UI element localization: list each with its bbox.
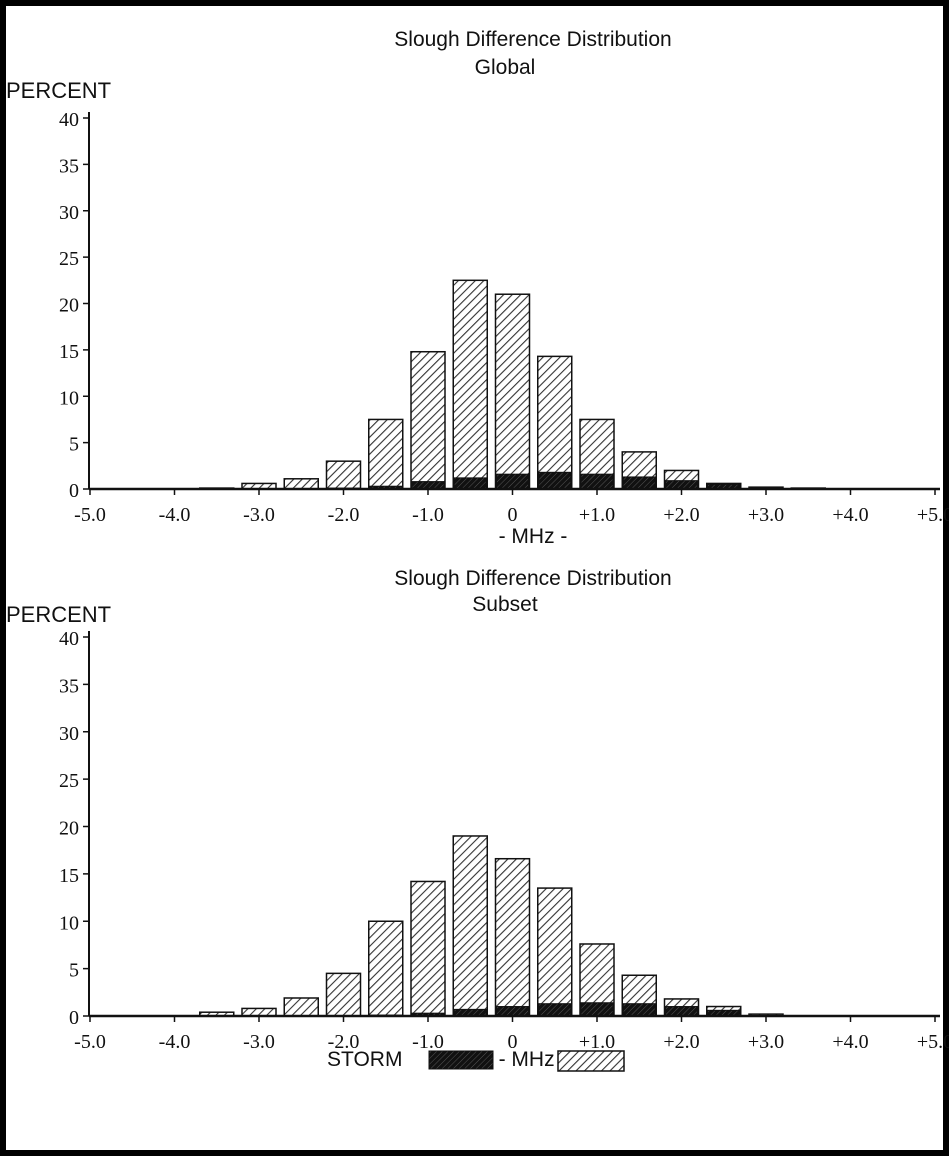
bar (494, 857, 531, 1017)
chart-subtitle: Global (475, 56, 536, 79)
bar (325, 972, 362, 1017)
x-tick-label: -4.0 (159, 504, 191, 526)
x-axis-label: - MHz - (499, 525, 568, 548)
bar-storm (580, 473, 614, 490)
y-tick-label: 40 (59, 109, 79, 131)
bar (368, 920, 404, 1017)
x-tick-label: 0 (508, 1031, 518, 1053)
bar (410, 880, 446, 1017)
chart-subtitle: Subset (472, 593, 538, 616)
chart-2: Slough Difference Distribution Subset PERC… (6, 567, 949, 1071)
y-tick-label: 20 (59, 818, 79, 840)
x-tick-label: -2.0 (328, 1031, 360, 1053)
x-tick-label: +5.0 (917, 504, 949, 526)
x-tick-label: -5.0 (74, 1031, 106, 1053)
y-tick-label: 15 (59, 341, 79, 363)
y-tick-label: 35 (59, 155, 79, 177)
y-tick-label: 10 (59, 387, 79, 409)
chart-title: Slough Difference Distribution (394, 28, 671, 51)
y-tick-label: 40 (59, 628, 79, 650)
x-tick-label: +5.0 (917, 1031, 949, 1053)
bar-storm (622, 476, 656, 490)
x-tick-label: -4.0 (159, 1031, 191, 1053)
x-tick-label: -3.0 (243, 504, 275, 526)
bar-storm (496, 473, 529, 490)
x-tick-label: +1.0 (579, 504, 615, 526)
y-tick-label: 30 (59, 202, 79, 224)
chart-title: Slough Difference Distribution (394, 567, 671, 590)
y-tick-label: 25 (59, 248, 79, 270)
bar-storm (580, 1002, 614, 1017)
legend-swatch-storm (428, 1050, 494, 1070)
y-tick-label: 30 (59, 723, 79, 745)
bar (537, 887, 573, 1017)
x-axis-label: - MHz - (499, 1048, 568, 1071)
x-tick-label: +3.0 (748, 1031, 784, 1053)
bar-storm (538, 1003, 572, 1017)
x-tick-label: +2.0 (663, 504, 699, 526)
bar-storm (453, 477, 487, 490)
y-tick-label: 5 (69, 434, 79, 456)
bar (283, 997, 319, 1017)
y-tick-label: 20 (59, 295, 79, 317)
x-tick-label: +2.0 (663, 1031, 699, 1053)
legend-label-storm: STORM (327, 1048, 402, 1071)
bar (537, 355, 573, 490)
x-tick-label: +4.0 (832, 1031, 868, 1053)
x-tick-label: -5.0 (74, 504, 106, 526)
x-tick-label: -2.0 (328, 504, 360, 526)
bar (452, 279, 488, 490)
x-tick-label: -1.0 (412, 1031, 444, 1053)
legend-swatch-all (557, 1050, 625, 1072)
bar (368, 418, 404, 490)
y-tick-label: 0 (69, 480, 79, 502)
y-tick-label: 25 (59, 770, 79, 792)
bar (452, 835, 488, 1017)
y-axis-label: PERCENT (6, 602, 111, 627)
bar (325, 460, 362, 490)
x-tick-label: -3.0 (243, 1031, 275, 1053)
y-tick-label: 35 (59, 675, 79, 697)
y-tick-label: 10 (59, 912, 79, 934)
chart-1: Slough Difference Distribution Global PERC… (6, 28, 949, 548)
bar-storm (665, 1006, 698, 1017)
x-tick-label: +1.0 (579, 1031, 615, 1053)
bar-storm (496, 1006, 529, 1017)
x-tick-label: +4.0 (832, 504, 868, 526)
y-tick-label: 15 (59, 865, 79, 887)
x-tick-label: -1.0 (412, 504, 444, 526)
bar (410, 350, 446, 490)
bar (283, 478, 319, 490)
bar-storm (622, 1003, 656, 1017)
x-tick-label: 0 (508, 504, 518, 526)
bar (494, 293, 531, 490)
x-tick-label: +3.0 (748, 504, 784, 526)
y-axis-label: PERCENT (6, 78, 111, 103)
bar-storm (538, 471, 572, 490)
y-tick-label: 5 (69, 960, 79, 982)
legend: STORM (327, 1048, 625, 1072)
bar-storm (665, 480, 698, 490)
y-tick-label: 0 (69, 1007, 79, 1029)
